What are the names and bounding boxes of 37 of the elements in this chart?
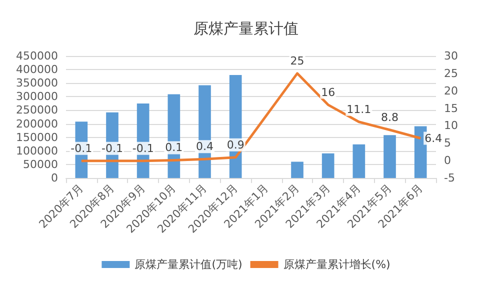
data-label: -0.1 — [70, 142, 92, 155]
y2-tick-label: 15 — [444, 102, 458, 115]
y2-tick-label: 0 — [444, 154, 451, 168]
data-label: 16 — [321, 86, 336, 99]
data-label: 8.8 — [381, 110, 398, 124]
y-tick-label: 300000 — [16, 90, 58, 104]
y-tick-label: 350000 — [16, 76, 58, 90]
y2-tick-label: 5 — [444, 136, 451, 150]
legend-label: 原煤产量累计增长(%) — [283, 258, 390, 271]
bar — [291, 162, 304, 178]
data-label: 0.4 — [196, 140, 214, 154]
data-label: 11.1 — [346, 102, 372, 116]
legend-label: 原煤产量累计值(万吨) — [134, 258, 242, 271]
data-label: -0.1 — [102, 142, 123, 155]
y-tick-label: 150000 — [16, 130, 58, 144]
bar — [322, 153, 334, 178]
y2-tick-label: 25 — [444, 66, 458, 80]
y-tick-label: 0 — [51, 172, 58, 184]
y-tick-label: 400000 — [16, 63, 58, 76]
chart-title: 原煤产量累计值 — [194, 20, 298, 38]
bar — [352, 144, 366, 178]
y2-tick-label: 10 — [444, 119, 458, 132]
data-label: 0.1 — [165, 141, 183, 154]
y-tick-label: 200000 — [16, 117, 58, 130]
y-tick-label: 50000 — [23, 158, 58, 171]
data-label: 25 — [290, 54, 304, 68]
data-label: 0.9 — [226, 138, 244, 152]
y-tick-label: 450000 — [16, 50, 58, 62]
y2-tick-label: -5 — [444, 172, 455, 184]
bar — [384, 135, 396, 178]
y-tick-label: 100000 — [16, 144, 58, 158]
data-label: -0.1 — [132, 142, 154, 155]
y2-tick-label: 30 — [444, 50, 458, 62]
y2-tick-label: 20 — [444, 84, 458, 98]
bar — [414, 126, 427, 178]
y-tick-label: 250000 — [16, 104, 58, 117]
data-label: 6.4 — [424, 132, 442, 145]
